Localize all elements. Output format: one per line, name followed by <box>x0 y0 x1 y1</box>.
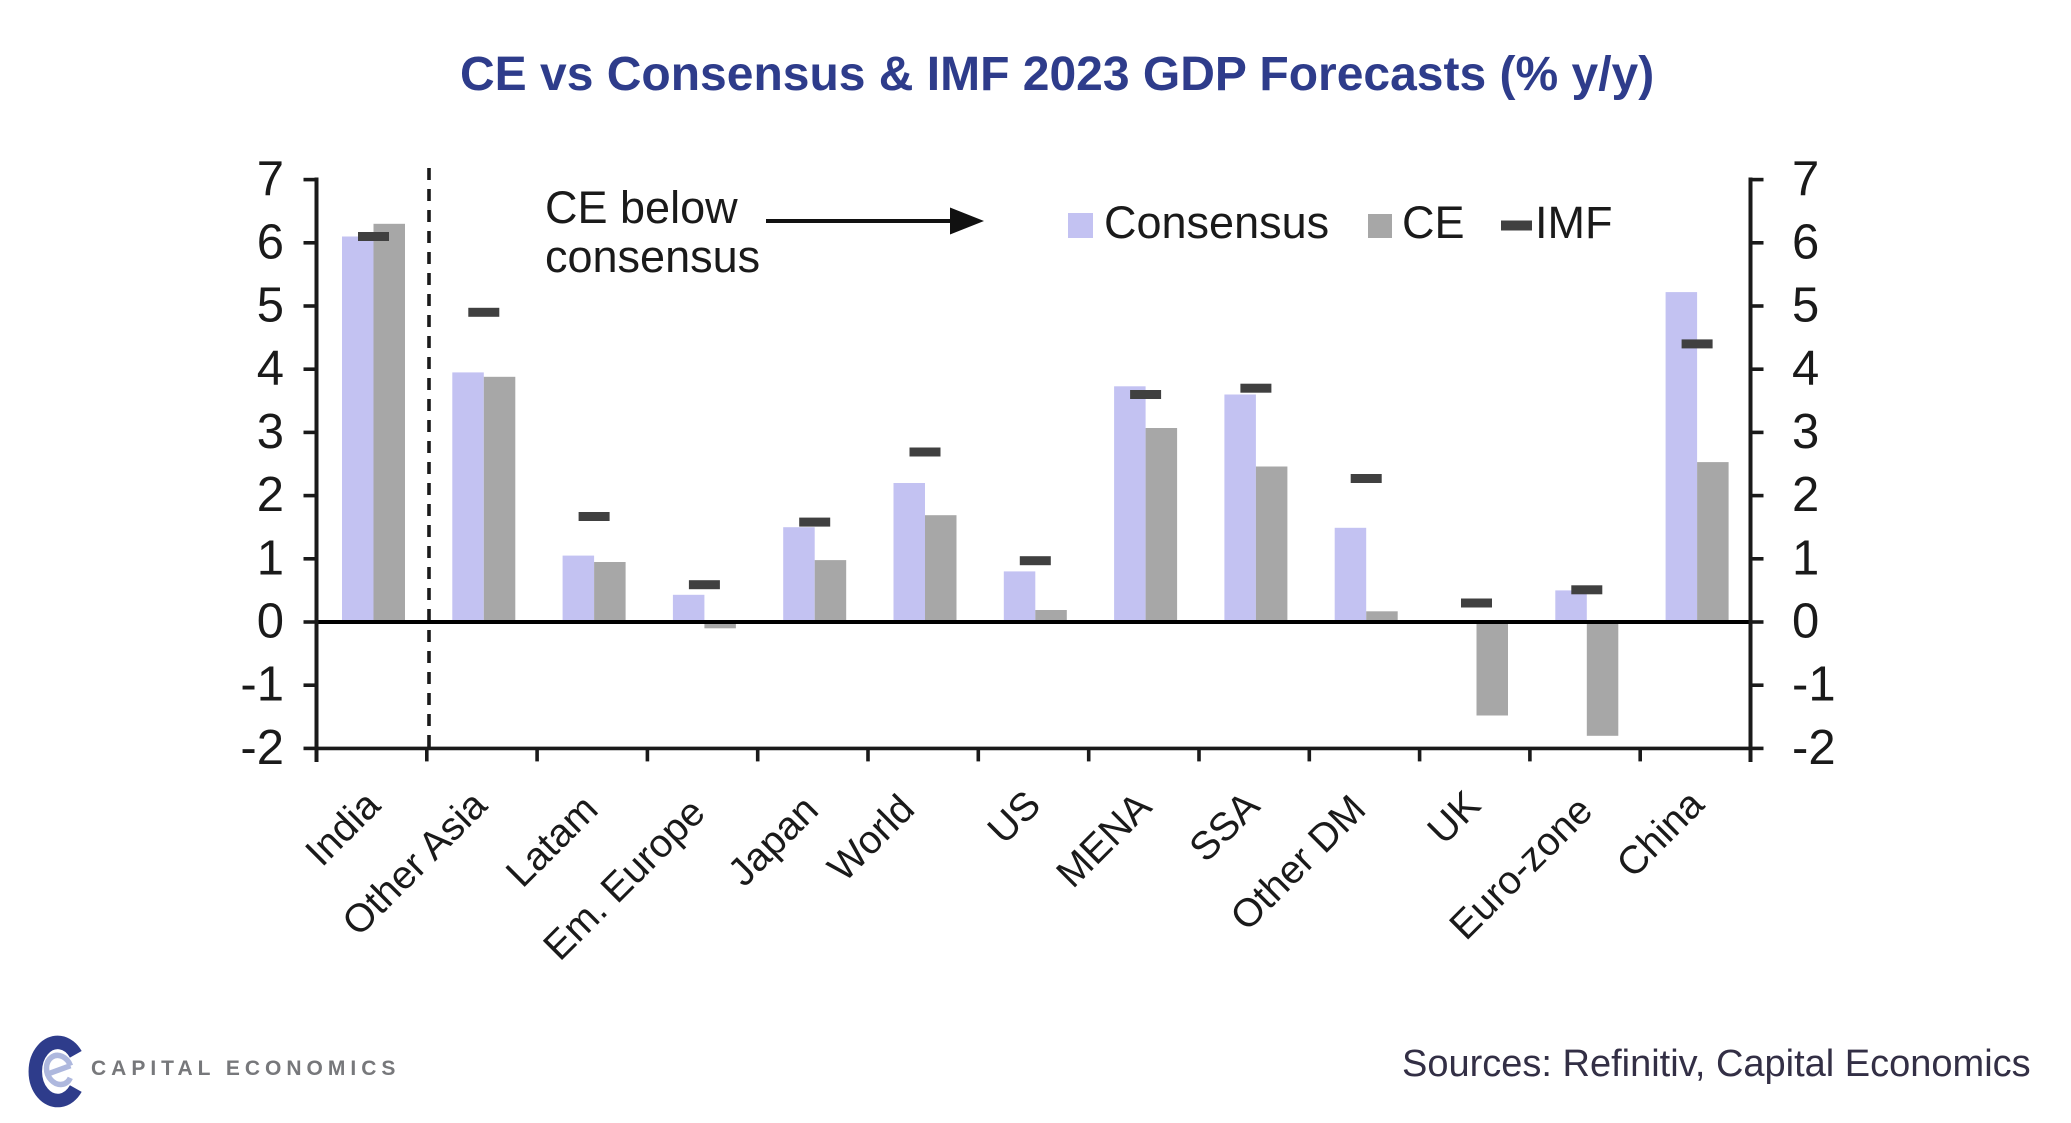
svg-text:3: 3 <box>1792 405 1819 459</box>
svg-text:-2: -2 <box>240 721 284 775</box>
svg-text:Japan: Japan <box>720 787 827 894</box>
svg-text:7: 7 <box>1792 152 1819 206</box>
svg-text:2: 2 <box>257 468 284 522</box>
svg-text:5: 5 <box>257 279 284 333</box>
svg-text:0: 0 <box>1792 595 1819 649</box>
svg-text:MENA: MENA <box>1048 784 1160 896</box>
svg-text:CE: CE <box>1402 197 1465 248</box>
svg-text:5: 5 <box>1792 279 1819 333</box>
svg-text:7: 7 <box>257 152 284 206</box>
svg-text:6: 6 <box>1792 215 1819 269</box>
svg-text:UK: UK <box>1419 783 1489 853</box>
svg-text:1: 1 <box>1792 531 1819 585</box>
svg-text:4: 4 <box>257 342 284 396</box>
svg-text:India: India <box>297 783 389 875</box>
svg-text:CE below: CE below <box>545 182 738 233</box>
svg-text:Latam: Latam <box>498 787 607 896</box>
svg-text:consensus: consensus <box>545 231 760 282</box>
svg-text:US: US <box>979 782 1049 852</box>
svg-text:World: World <box>819 786 923 890</box>
svg-text:China: China <box>1608 782 1712 886</box>
svg-text:0: 0 <box>257 595 284 649</box>
svg-text:SSA: SSA <box>1181 783 1268 870</box>
svg-text:-1: -1 <box>1792 658 1836 712</box>
svg-text:-2: -2 <box>1792 721 1836 775</box>
svg-text:IMF: IMF <box>1535 197 1612 248</box>
svg-text:Consensus: Consensus <box>1104 197 1329 248</box>
svg-text:3: 3 <box>257 405 284 459</box>
svg-text:1: 1 <box>257 531 284 585</box>
svg-text:6: 6 <box>257 215 284 269</box>
svg-text:4: 4 <box>1792 342 1819 396</box>
svg-text:2: 2 <box>1792 468 1819 522</box>
svg-text:-1: -1 <box>240 658 284 712</box>
